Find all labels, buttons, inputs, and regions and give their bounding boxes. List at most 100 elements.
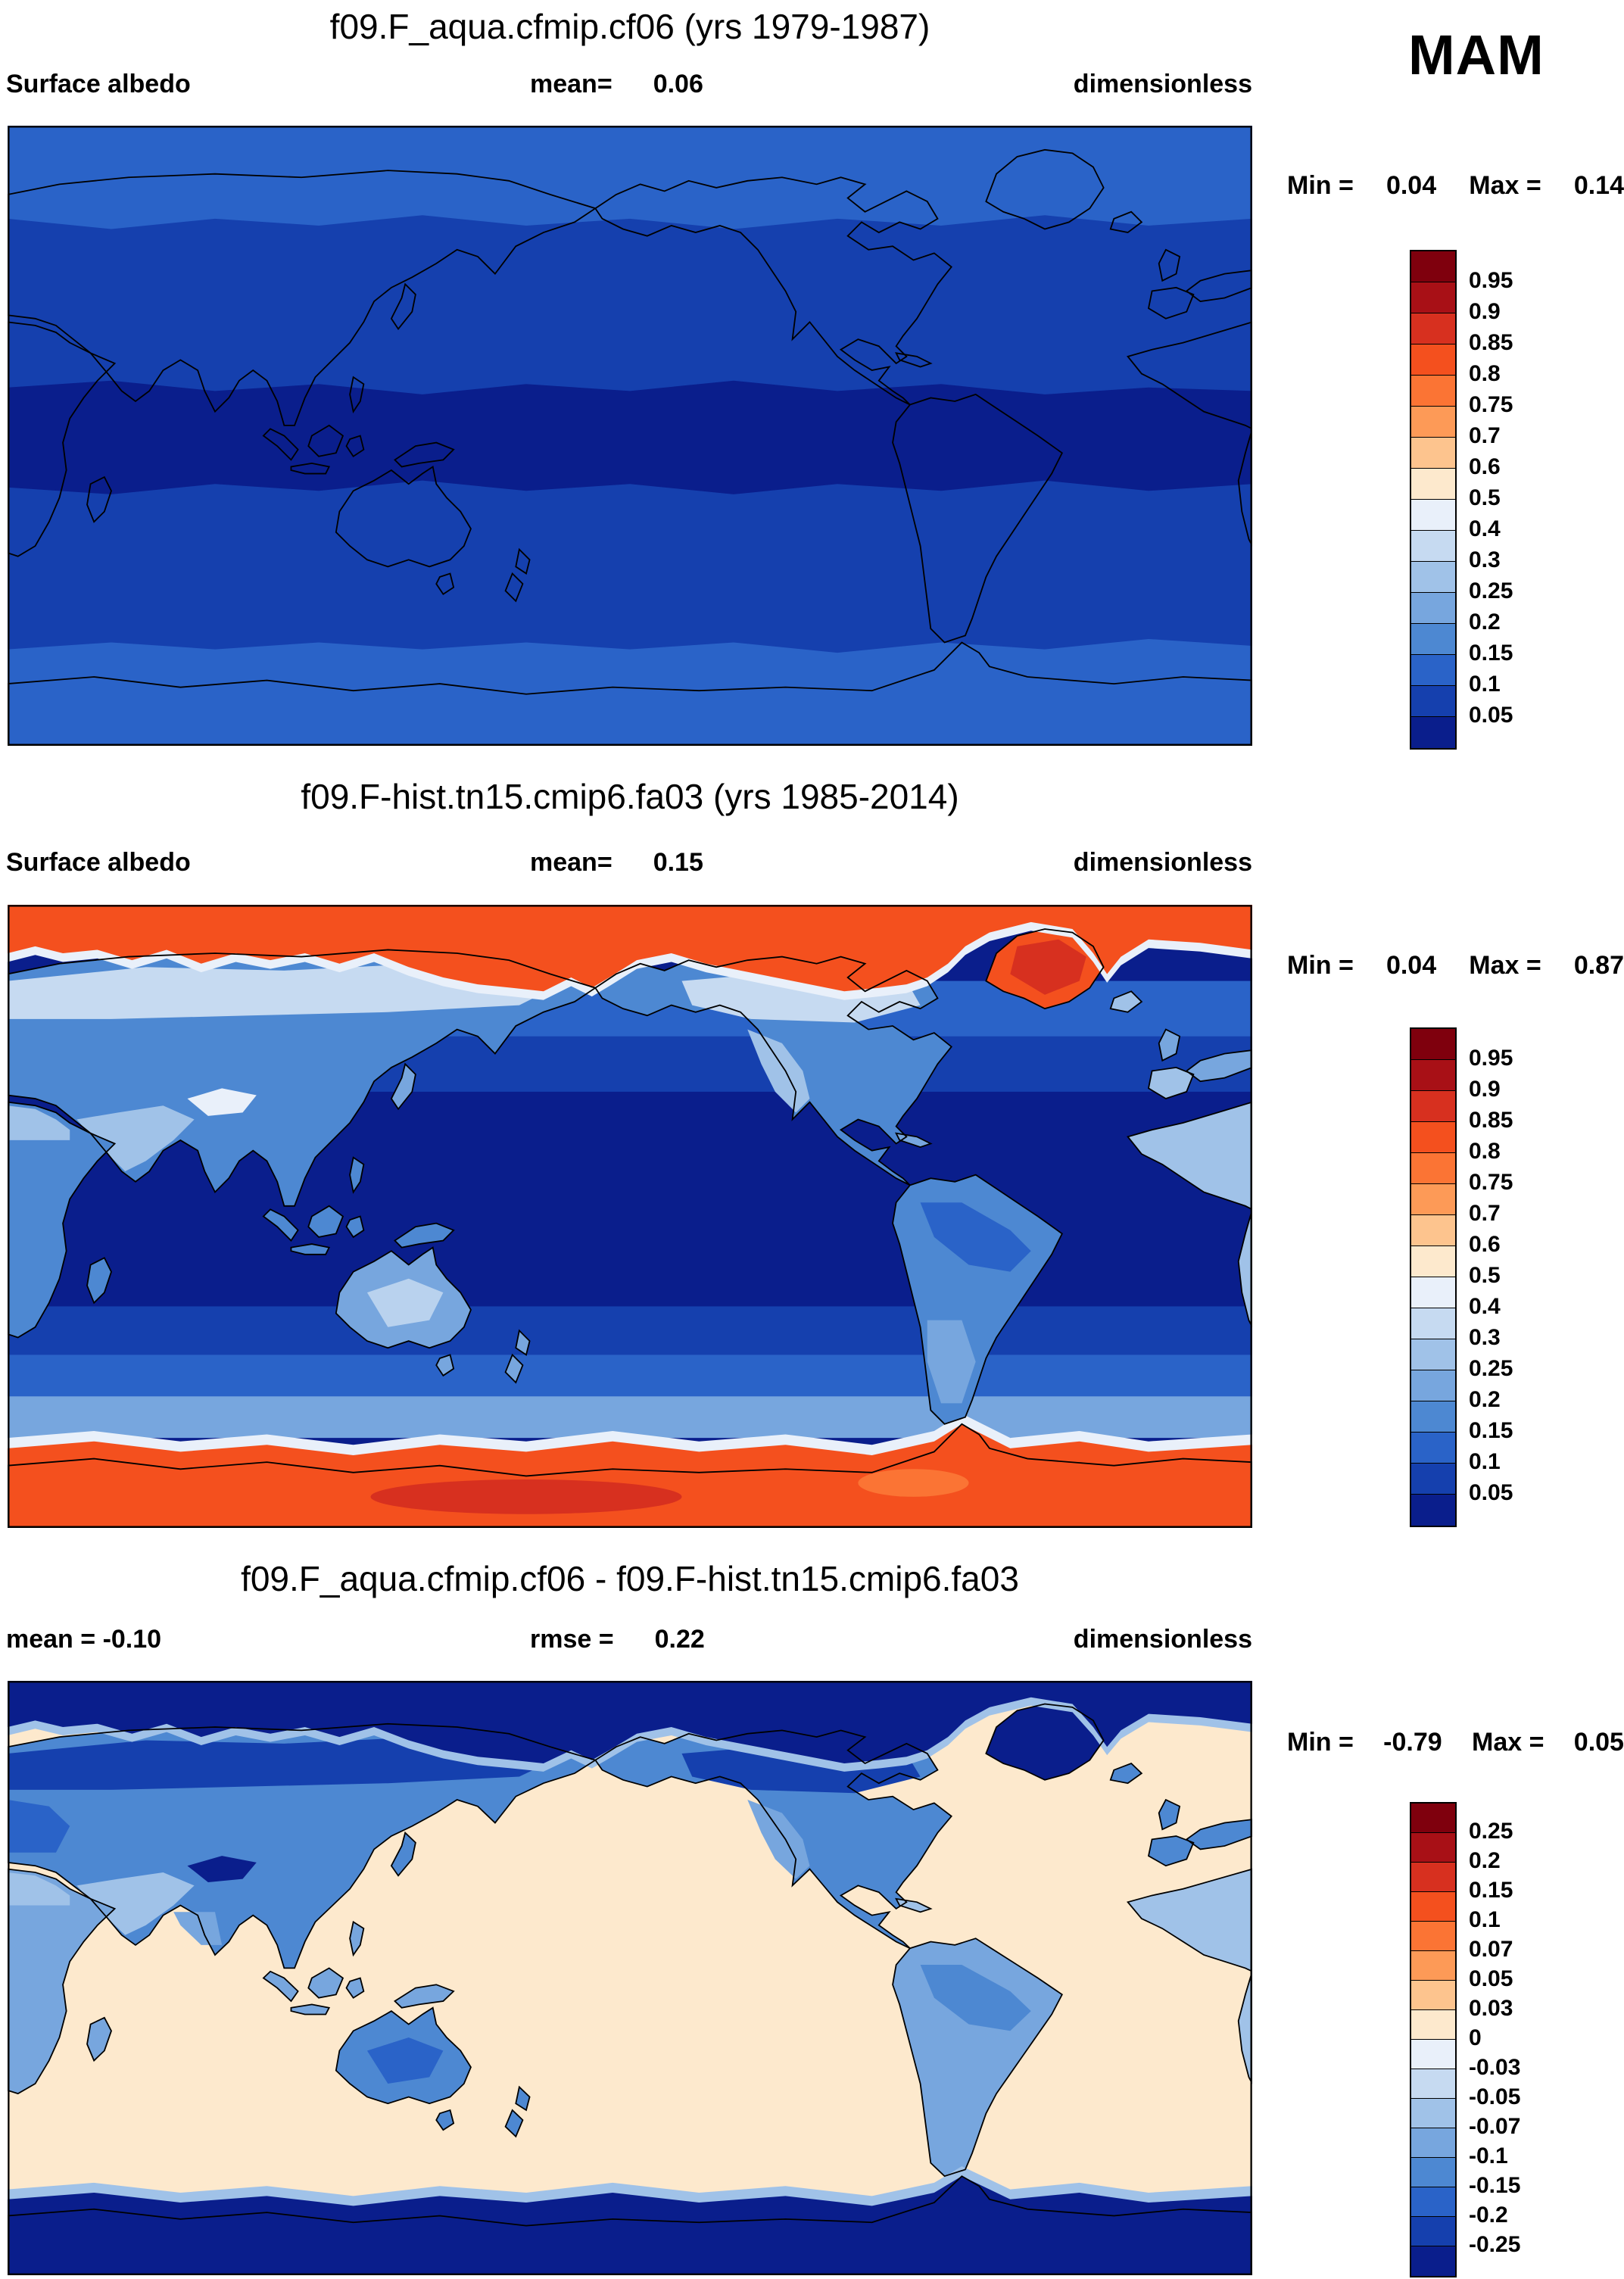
colorbar-tick-label: 0.25 xyxy=(1469,1356,1513,1381)
colorbar-segment xyxy=(1411,407,1455,438)
colorbar-segment xyxy=(1411,438,1455,469)
colorbar-segment xyxy=(1411,1246,1455,1277)
colorbar-segment xyxy=(1411,1029,1455,1060)
colorbar-tick-label: 0.07 xyxy=(1469,1937,1513,1962)
map-aqua-run xyxy=(8,126,1252,746)
minmax-row: Min = 0.04 Max = 0.87 xyxy=(1287,951,1624,980)
mean-value: 0.15 xyxy=(653,848,703,877)
rmse-stat: rmse = 0.22 xyxy=(530,1625,705,1654)
colorbar-segment xyxy=(1411,1892,1455,1922)
units-label: dimensionless xyxy=(1073,1625,1252,1654)
variable-label: Surface albedo xyxy=(6,70,191,98)
colorbar-segment xyxy=(1411,562,1455,593)
colorbar-segment xyxy=(1411,2040,1455,2069)
colorbar-tick-label: 0.15 xyxy=(1469,1418,1513,1443)
colorbar-segment xyxy=(1411,1833,1455,1863)
map-frame xyxy=(8,1681,1252,2275)
colorbar-tick-label: 0.9 xyxy=(1469,299,1501,324)
colorbar-segment xyxy=(1411,313,1455,344)
colorbar-tick-label: -0.25 xyxy=(1469,2232,1521,2257)
colorbar-tick-label: 0.05 xyxy=(1469,703,1513,728)
map-hist-run xyxy=(8,905,1252,1528)
colorbar-tick-label: 0.5 xyxy=(1469,485,1501,510)
colorbar-segment xyxy=(1411,1464,1455,1495)
colorbar-segment xyxy=(1411,2158,1455,2187)
units-label: dimensionless xyxy=(1073,70,1252,98)
colorbar-tick-label: 0.2 xyxy=(1469,610,1501,634)
colorbar-tick-label: -0.2 xyxy=(1469,2203,1508,2228)
colorbar-tick-label: 0.85 xyxy=(1469,330,1513,355)
colorbar-segment xyxy=(1411,717,1455,748)
max-value: 0.05 xyxy=(1573,1728,1624,1757)
colorbar-tick-label: -0.03 xyxy=(1469,2055,1521,2080)
colorbar-segment xyxy=(1411,1981,1455,2010)
colorbar-tick-label: 0.8 xyxy=(1469,1139,1501,1164)
colorbar-tick-label: 0.25 xyxy=(1469,578,1513,603)
colorbar-tick-label: 0.1 xyxy=(1469,1907,1501,1932)
minmax-row: Min = -0.79 Max = 0.05 xyxy=(1287,1728,1624,1757)
colorbar-tick-label: 0.6 xyxy=(1469,1232,1501,1257)
max-label: Max = xyxy=(1469,951,1541,980)
min-label: Min = xyxy=(1287,171,1354,200)
colorbar: 0.95 0.9 0.85 0.8 0.75 0.7 0.6 0.5 0.4 0.3 0.25 0.2… xyxy=(1410,1027,1513,1527)
colorbar-tick-label: 0.75 xyxy=(1469,392,1513,417)
ocean-bands xyxy=(8,126,1252,746)
colorbar-tick-label: 0.8 xyxy=(1469,361,1501,386)
max-value: 0.14 xyxy=(1573,171,1624,200)
colorbar-tick-label: -0.1 xyxy=(1469,2143,1508,2168)
colorbar-segment xyxy=(1411,1863,1455,1892)
colorbar-segment xyxy=(1411,1370,1455,1401)
colorbar-segment xyxy=(1411,2099,1455,2128)
colorbar-segment xyxy=(1411,1215,1455,1246)
colorbar-segment xyxy=(1411,1804,1455,1833)
colorbar-segment xyxy=(1411,655,1455,686)
colorbar-segment xyxy=(1411,624,1455,655)
rmse-label: rmse = xyxy=(530,1625,614,1654)
colorbar-tick-label: 0.4 xyxy=(1469,516,1501,541)
antarctic-ice xyxy=(8,1414,1252,1528)
colorbar-segment xyxy=(1411,2128,1455,2158)
units-label: dimensionless xyxy=(1073,848,1252,877)
stat-row: Surface albedo mean= 0.06 dimensionless xyxy=(0,70,1624,101)
colorbar-segment xyxy=(1411,1401,1455,1433)
colorbar-tick-label: -0.05 xyxy=(1469,2084,1521,2109)
colorbar-segment xyxy=(1411,593,1455,624)
colorbar-tick-label: 0.7 xyxy=(1469,1201,1501,1226)
colorbar-segment xyxy=(1411,500,1455,531)
map-frame xyxy=(8,126,1252,746)
colorbar-tick-label: 0.95 xyxy=(1469,1046,1513,1071)
colorbar: 0.95 0.9 0.85 0.8 0.75 0.7 0.6 0.5 0.4 0.3 0.25 0.2… xyxy=(1410,250,1513,750)
map-difference xyxy=(8,1681,1252,2275)
season-label: MAM xyxy=(1408,23,1545,86)
colorbar-tick-label: 0.15 xyxy=(1469,1878,1513,1903)
colorbar-tick-label: 0.2 xyxy=(1469,1848,1501,1873)
colorbar: 0.25 0.2 0.15 0.1 0.07 0.05 0.03 0 -0.03 -0.05 -0.… xyxy=(1410,1802,1520,2277)
mean-stat: mean= 0.06 xyxy=(530,70,703,99)
colorbar-tick-label: 0.4 xyxy=(1469,1294,1501,1319)
colorbar-tick-label: 0 xyxy=(1469,2025,1482,2050)
max-label: Max = xyxy=(1469,171,1541,200)
min-value: 0.04 xyxy=(1386,951,1437,980)
mean-stat: mean= 0.15 xyxy=(530,848,703,878)
colorbar-segment xyxy=(1411,2069,1455,2099)
colorbar-tick-label: 0.95 xyxy=(1469,268,1513,293)
mean-label: mean= xyxy=(530,70,613,98)
colorbar-segment xyxy=(1411,1122,1455,1153)
colorbar-tick-label: -0.07 xyxy=(1469,2114,1521,2139)
max-value: 0.87 xyxy=(1573,951,1624,980)
colorbar-tick-label: 0.05 xyxy=(1469,1480,1513,1505)
colorbar-tick-label: 0.7 xyxy=(1469,423,1501,448)
colorbar-segment xyxy=(1411,1091,1455,1122)
panel-title: f09.F-hist.tn15.cmip6.fa03 (yrs 1985-201… xyxy=(301,777,959,816)
colorbar-tick-label: 0.05 xyxy=(1469,1966,1513,1991)
colorbar-segment xyxy=(1411,2246,1455,2276)
colorbar-segment xyxy=(1411,1153,1455,1184)
colorbar-segment xyxy=(1411,1277,1455,1308)
mean-label: mean= xyxy=(530,848,613,877)
colorbar-segment xyxy=(1411,1184,1455,1215)
colorbar-tick-label: 0.85 xyxy=(1469,1108,1513,1133)
colorbar-tick-label: 0.5 xyxy=(1469,1263,1501,1288)
colorbar-segment xyxy=(1411,531,1455,562)
colorbar-segment xyxy=(1411,251,1455,282)
colorbar-segment xyxy=(1411,376,1455,407)
